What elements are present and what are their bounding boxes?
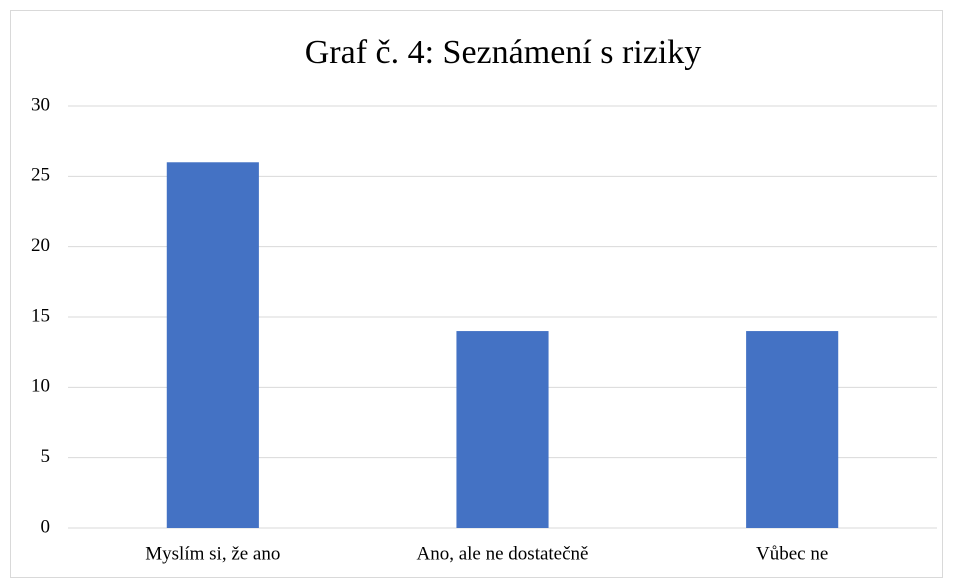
y-tick-label: 0: [41, 516, 51, 537]
y-tick-label: 5: [41, 446, 51, 467]
y-tick-label: 25: [31, 165, 50, 186]
bar: [746, 331, 839, 528]
bar: [166, 162, 259, 528]
x-tick-label: Ano, ale ne dostatečně: [417, 543, 589, 564]
y-tick-label: 30: [31, 94, 50, 115]
chart-title: Graf č. 4: Seznámení s riziky: [305, 34, 702, 71]
x-tick-label: Myslím si, že ano: [145, 543, 280, 564]
bar: [456, 331, 549, 528]
y-tick-label: 10: [31, 376, 50, 397]
x-tick-label: Vůbec ne: [756, 543, 828, 564]
y-tick-label: 20: [31, 235, 50, 256]
y-tick-label: 15: [31, 305, 50, 326]
